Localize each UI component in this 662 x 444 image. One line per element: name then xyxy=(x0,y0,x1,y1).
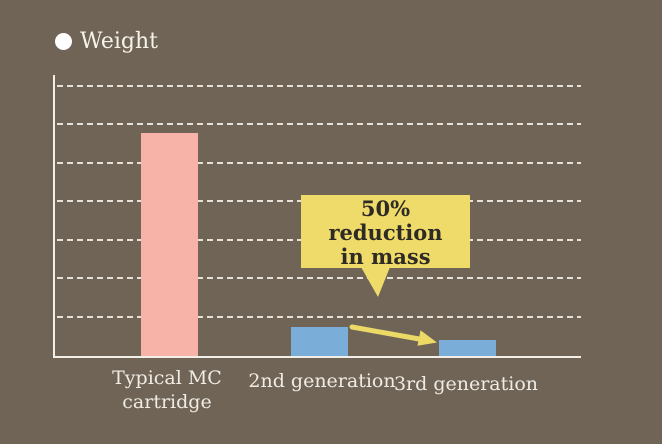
reduction-arrow-icon xyxy=(349,324,437,346)
plot-area xyxy=(53,75,581,358)
callout-line1: 50% xyxy=(360,196,411,221)
gridline xyxy=(57,85,581,87)
x-label-2nd-generation: 2nd generation xyxy=(248,370,396,392)
bar-typical-mc-cartridge xyxy=(141,133,198,356)
callout-line2: reduction xyxy=(328,220,443,245)
x-label-line: Typical MC xyxy=(112,367,222,389)
chart-title: Weight xyxy=(55,29,158,54)
bar-2nd-generation xyxy=(291,327,348,356)
bullet-icon xyxy=(55,33,72,50)
x-label-3rd-generation: 3rd generation xyxy=(393,373,539,395)
reduction-callout: 50% reduction in mass xyxy=(301,195,470,297)
chart-title-text: Weight xyxy=(80,29,158,54)
gridline xyxy=(57,277,581,279)
x-label-typical-mc-cartridge: Typical MC cartridge xyxy=(97,366,237,414)
gridline xyxy=(57,123,581,125)
gridline xyxy=(57,162,581,164)
gridline xyxy=(57,316,581,318)
bar-3rd-generation xyxy=(439,340,496,356)
x-label-line: cartridge xyxy=(122,391,212,413)
callout-line3: in mass xyxy=(340,244,431,269)
callout-tail xyxy=(361,267,390,297)
